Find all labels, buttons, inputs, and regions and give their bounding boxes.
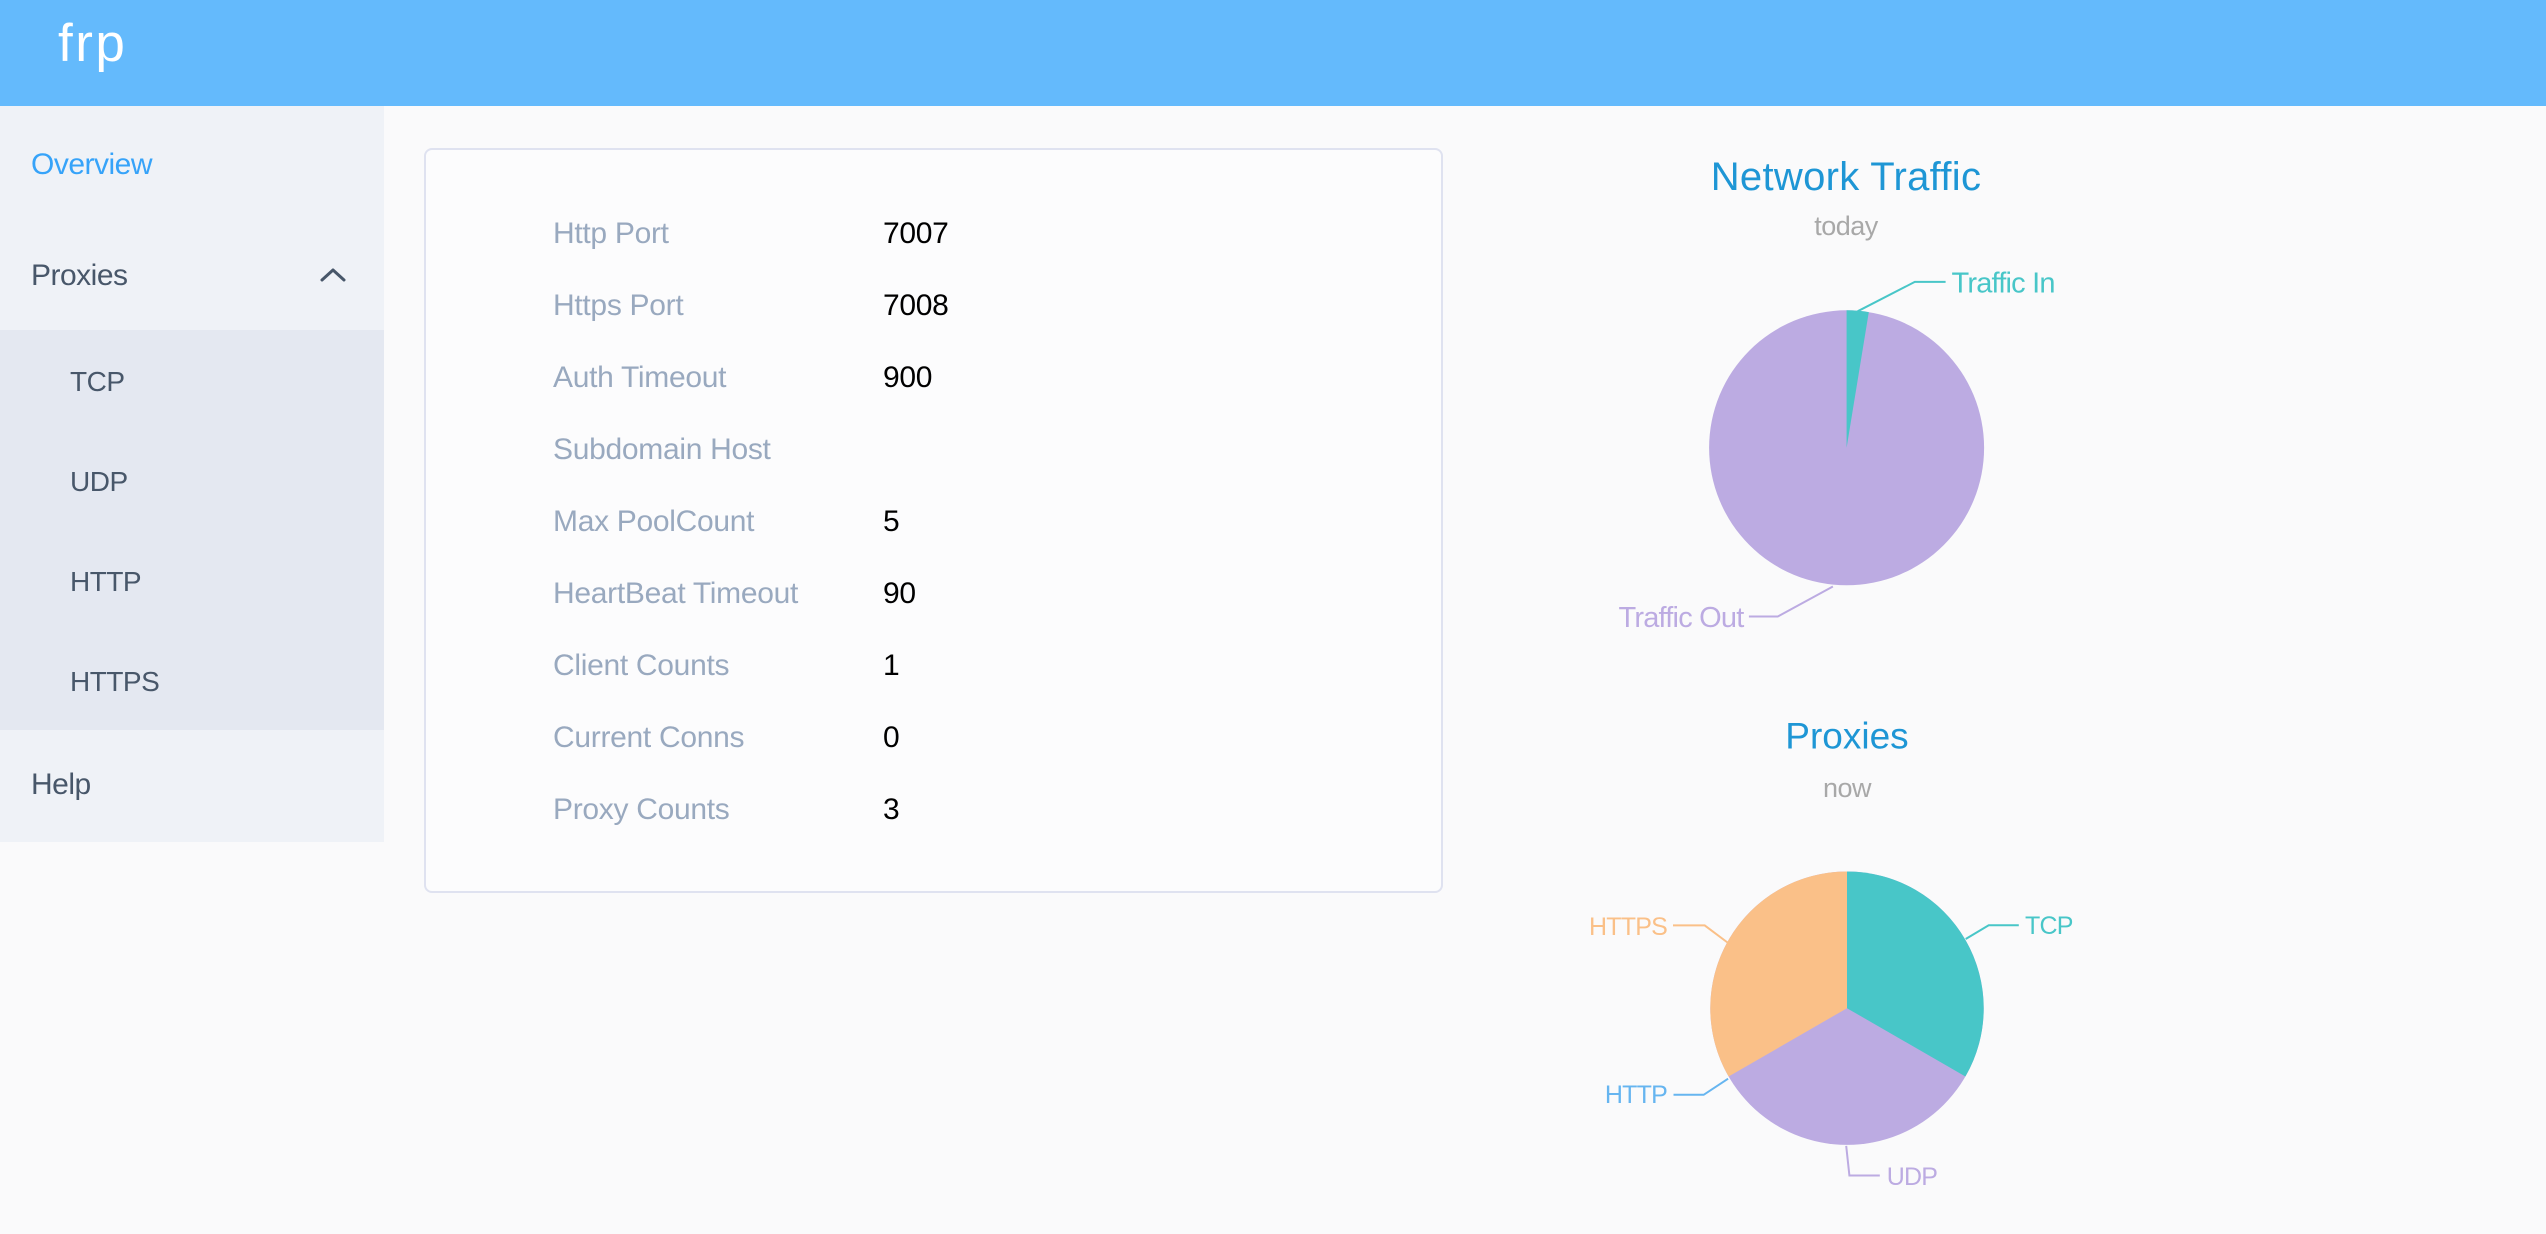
- svg-text:Traffic In: Traffic In: [1952, 268, 2055, 300]
- svg-text:HTTPS: HTTPS: [1589, 913, 1667, 941]
- svg-text:today: today: [1814, 211, 1879, 241]
- svg-text:Proxies: Proxies: [1785, 716, 1908, 757]
- svg-text:now: now: [1823, 773, 1872, 803]
- svg-text:UDP: UDP: [1887, 1163, 1938, 1191]
- svg-text:TCP: TCP: [2025, 912, 2073, 940]
- svg-text:Traffic Out: Traffic Out: [1619, 602, 1745, 634]
- svg-text:HTTP: HTTP: [1605, 1081, 1667, 1109]
- svg-text:Network Traffic: Network Traffic: [1711, 155, 1982, 199]
